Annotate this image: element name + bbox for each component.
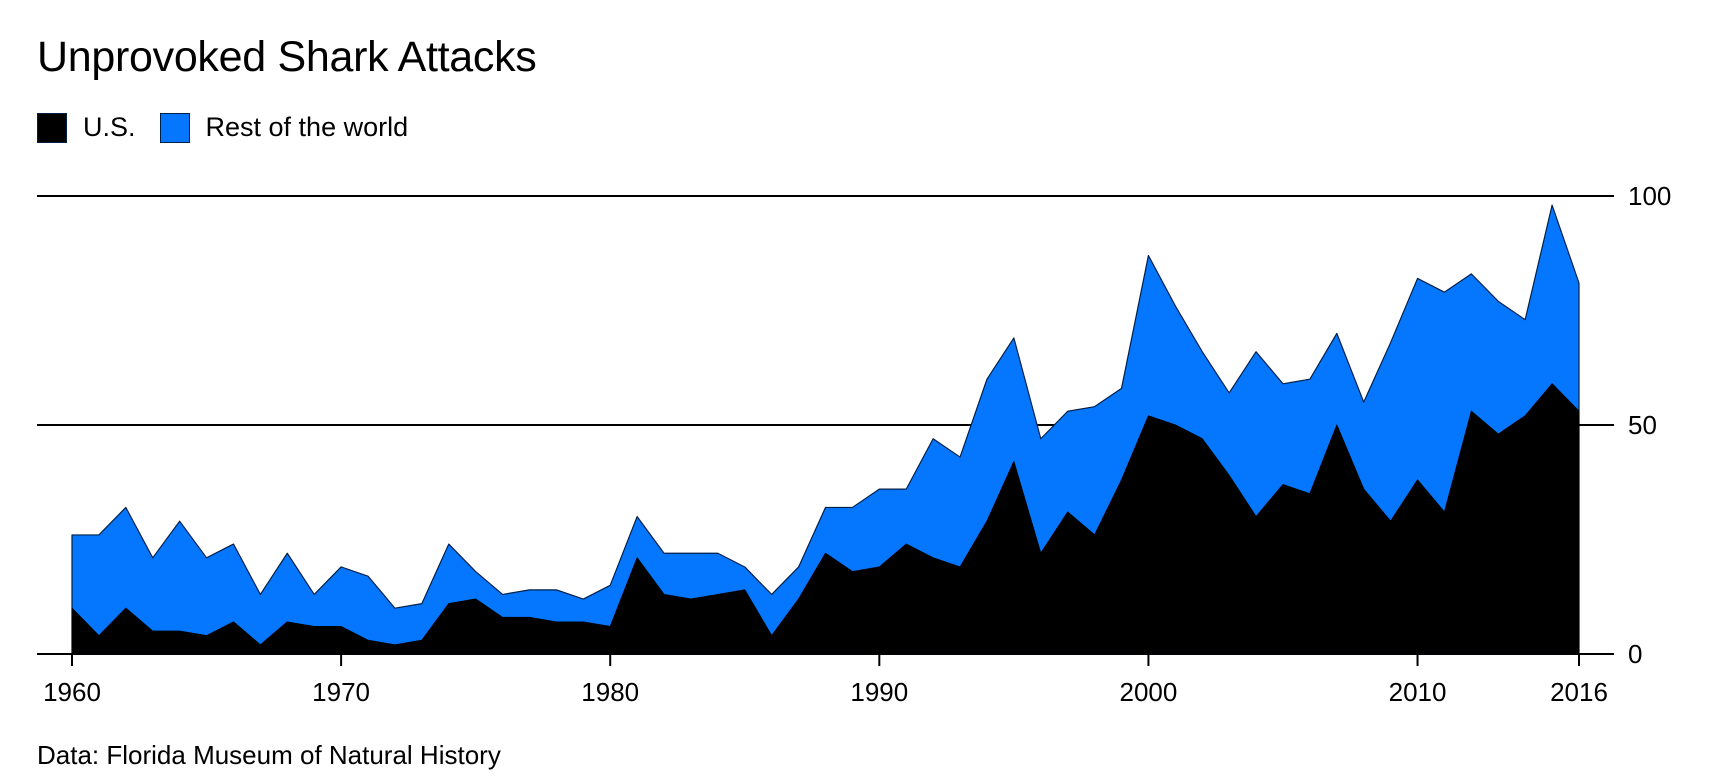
y-tick-label: 50 [1628, 410, 1657, 440]
x-tick-label: 1970 [312, 677, 370, 707]
x-tick-label: 1960 [43, 677, 101, 707]
legend-swatch-rest-of-world [159, 112, 190, 143]
y-tick-label: 100 [1628, 181, 1671, 211]
area-us [71, 383, 1580, 655]
legend: U.S. Rest of the world [37, 112, 432, 143]
chart-title: Unprovoked Shark Attacks [37, 33, 537, 81]
x-tick-label: 2010 [1389, 677, 1447, 707]
x-tick-label: 2000 [1120, 677, 1178, 707]
x-tick-label: 1990 [850, 677, 908, 707]
legend-label-us: U.S. [83, 112, 136, 142]
legend-label-rest-of-world: Rest of the world [205, 112, 409, 142]
legend-item-rest-of-world: Rest of the world [159, 112, 409, 143]
legend-item-us: U.S. [37, 112, 136, 143]
x-tick-label: 2016 [1550, 677, 1608, 707]
y-tick-label: 0 [1628, 639, 1642, 669]
legend-swatch-us [37, 112, 67, 143]
x-tick-label: 1980 [581, 677, 639, 707]
source-note: Data: Florida Museum of Natural History [37, 740, 501, 770]
